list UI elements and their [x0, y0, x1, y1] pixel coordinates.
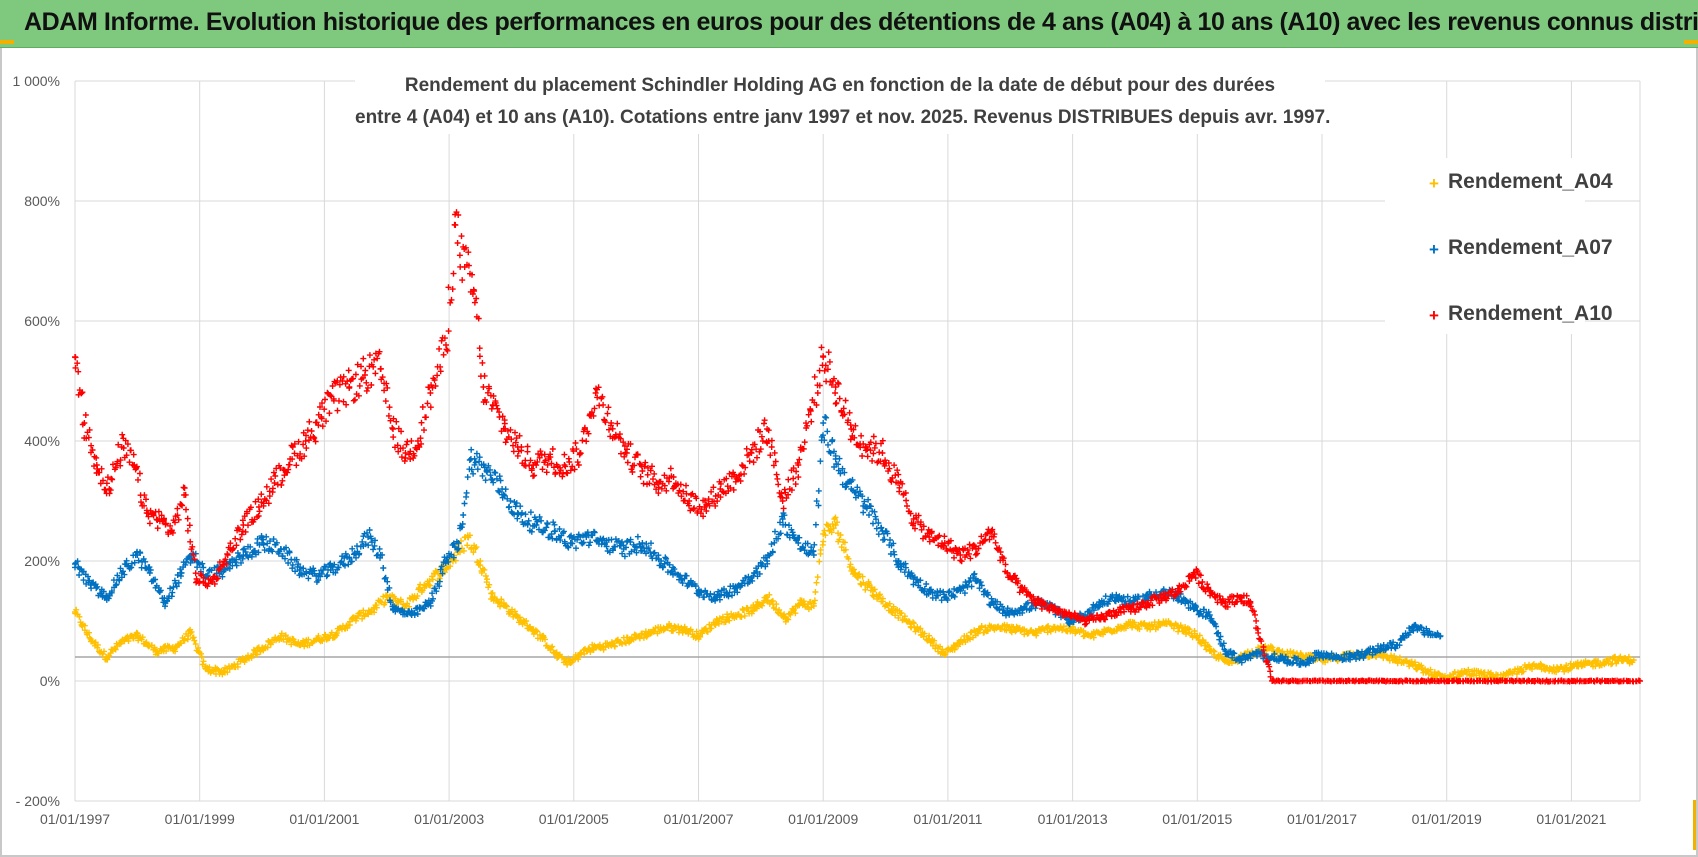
- x-tick-label: 01/01/1999: [165, 811, 235, 827]
- chart-plot: - 200% 0% 200% 400% 600% 800% 1 000% 01/01/1997…: [13, 73, 1643, 827]
- legend-marker-a07: +: [1429, 240, 1439, 259]
- series-Rendement_A04: [72, 514, 1637, 684]
- y-tick-label: 0%: [40, 673, 60, 689]
- x-tick-label: 01/01/2003: [414, 811, 484, 827]
- data-point-Rendement_A07: [820, 420, 827, 426]
- data-point-Rendement_A10: [427, 390, 434, 396]
- data-point-Rendement_A10: [389, 426, 396, 432]
- chart-legend: + Rendement_A04 + Rendement_A07 + Rendem…: [1385, 158, 1613, 334]
- legend-label-a10: Rendement_A10: [1448, 302, 1613, 325]
- y-tick-label: 400%: [24, 433, 60, 449]
- x-tick-label: 01/01/2001: [289, 811, 359, 827]
- data-point-Rendement_A10: [302, 438, 309, 444]
- x-tick-label: 01/01/2011: [913, 811, 982, 827]
- legend-label-a07: Rendement_A07: [1448, 236, 1613, 259]
- series-Rendement_A10: [72, 209, 1643, 685]
- chart-frame: [0, 48, 1698, 857]
- data-point-Rendement_A07: [146, 570, 153, 576]
- corner-mark-bottom-right: [1693, 800, 1697, 850]
- x-tick-label: 01/01/2013: [1038, 811, 1108, 827]
- data-point-Rendement_A10: [480, 384, 487, 390]
- series-markers-Rendement_A10: [72, 209, 1642, 685]
- report-header: ADAM Informe. Evolution historique des p…: [0, 0, 1698, 48]
- y-tick-label: 1 000%: [13, 73, 60, 89]
- series-Rendement_A07: [72, 414, 1444, 668]
- data-point-Rendement_A10: [271, 480, 278, 486]
- x-tick-label: 01/01/2019: [1412, 811, 1482, 827]
- y-tick-label: 200%: [24, 553, 60, 569]
- legend-label-a04: Rendement_A04: [1448, 170, 1613, 193]
- y-tick-label: 800%: [24, 193, 60, 209]
- corner-mark-top-left: [0, 40, 14, 44]
- y-tick-label: 600%: [24, 313, 60, 329]
- x-tick-label: 01/01/2009: [788, 811, 858, 827]
- data-point-Rendement_A10: [957, 552, 964, 558]
- x-tick-label: 01/01/1997: [40, 811, 110, 827]
- x-tick-label: 01/01/2017: [1287, 811, 1357, 827]
- chart-title-line-2: entre 4 (A04) et 10 ans (A10). Cotations…: [355, 107, 1331, 128]
- report-title: ADAM Informe. Evolution historique des p…: [24, 8, 1698, 36]
- y-tick-label: - 200%: [16, 793, 60, 809]
- x-tick-label: 01/01/2007: [663, 811, 733, 827]
- legend-marker-a04: +: [1429, 174, 1439, 193]
- chart-title: Rendement du placement Schindler Holding…: [355, 70, 1331, 134]
- corner-mark-top-right: [1684, 40, 1698, 44]
- data-point-Rendement_A07: [639, 540, 646, 546]
- series-markers-Rendement_A04: [72, 514, 1636, 684]
- legend-marker-a10: +: [1429, 306, 1439, 325]
- x-tick-label: 01/01/2015: [1162, 811, 1232, 827]
- data-point-Rendement_A10: [832, 384, 839, 390]
- chart-title-line-1: Rendement du placement Schindler Holding…: [404, 75, 1276, 96]
- x-tick-label: 01/01/2005: [539, 811, 609, 827]
- x-tick-label: 01/01/2021: [1536, 811, 1606, 827]
